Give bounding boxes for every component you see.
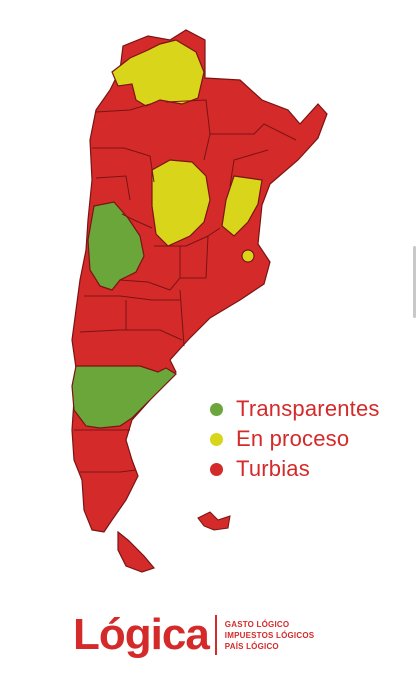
tagline-gasto: GASTO LÓGICO — [224, 619, 290, 629]
map-region-chubut-green — [71, 365, 177, 429]
map-region-north-yellow — [111, 39, 205, 107]
legend-label: En proceso — [236, 426, 350, 451]
legend: Transparentes En proceso Turbias — [210, 394, 380, 484]
map-region-caba-yellow — [241, 249, 255, 263]
map-malvinas — [197, 511, 231, 531]
legend-dot-red — [210, 462, 223, 476]
logo-wordmark: Lógica — [73, 610, 210, 659]
map-tierra-del-fuego — [117, 530, 156, 573]
logica-logo: Lógica GASTO LÓGICO IMPUESTOS LÓGICOS PA… — [73, 610, 314, 660]
logo-divider — [214, 615, 217, 655]
legend-dot-yellow — [210, 432, 223, 446]
scrollbar[interactable] — [413, 246, 416, 318]
legend-item-en-proceso: En proceso — [210, 424, 380, 454]
map-region-santiago-yellow — [151, 159, 211, 247]
legend-label: Turbias — [236, 456, 310, 481]
tagline-impuestos: IMPUESTOS LÓGICOS — [224, 630, 315, 640]
legend-item-transparentes: Transparentes — [210, 394, 380, 424]
legend-label: Transparentes — [236, 396, 380, 421]
logo-taglines: GASTO LÓGICO IMPUESTOS LÓGICOS PAÍS LÓGI… — [225, 619, 315, 652]
map-province-borders — [74, 99, 297, 473]
legend-item-turbias: Turbias — [210, 454, 380, 484]
legend-dot-green — [210, 402, 223, 416]
argentina-map — [71, 29, 328, 573]
map-region-corrientes-yellow — [221, 175, 263, 237]
tagline-pais: PAÍS LÓGICO — [224, 641, 279, 651]
